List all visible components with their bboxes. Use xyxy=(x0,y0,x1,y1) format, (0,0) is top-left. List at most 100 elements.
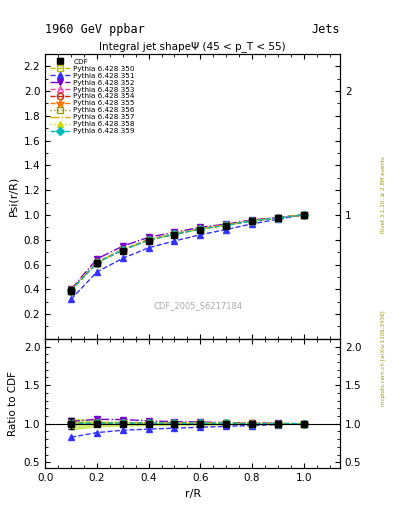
Pythia 6.428 355 xyxy=(198,226,203,232)
Pythia 6.428 358 xyxy=(301,212,306,218)
Text: mcplots.cern.ch [arXiv:1306.3436]: mcplots.cern.ch [arXiv:1306.3436] xyxy=(381,311,386,406)
Text: Jets: Jets xyxy=(311,23,340,36)
Pythia 6.428 355 xyxy=(69,287,73,293)
Pythia 6.428 355 xyxy=(224,222,229,228)
Pythia 6.428 356 xyxy=(120,247,125,253)
Line: Pythia 6.428 353: Pythia 6.428 353 xyxy=(68,212,307,293)
X-axis label: r/R: r/R xyxy=(184,489,201,499)
Pythia 6.428 357 xyxy=(224,222,229,228)
Pythia 6.428 357 xyxy=(172,231,177,238)
Pythia 6.428 351 xyxy=(275,216,280,222)
Pythia 6.428 354 xyxy=(120,247,125,253)
Pythia 6.428 357 xyxy=(275,215,280,221)
Pythia 6.428 358 xyxy=(172,231,177,237)
Pythia 6.428 357 xyxy=(120,247,125,253)
Pythia 6.428 352 xyxy=(198,224,203,230)
Pythia 6.428 358 xyxy=(224,222,229,228)
Pythia 6.428 359 xyxy=(224,222,229,228)
Pythia 6.428 352 xyxy=(224,221,229,227)
Pythia 6.428 351 xyxy=(120,255,125,261)
Pythia 6.428 353 xyxy=(95,259,99,265)
Pythia 6.428 355 xyxy=(120,247,125,253)
Pythia 6.428 353 xyxy=(275,215,280,221)
Pythia 6.428 355 xyxy=(95,259,99,265)
Pythia 6.428 357 xyxy=(95,260,99,266)
Pythia 6.428 350 xyxy=(69,287,73,293)
Pythia 6.428 359 xyxy=(250,218,254,224)
Pythia 6.428 355 xyxy=(250,218,254,224)
Pythia 6.428 358 xyxy=(95,259,99,265)
Pythia 6.428 353 xyxy=(301,212,306,218)
Pythia 6.428 359 xyxy=(198,226,203,232)
Pythia 6.428 354 xyxy=(224,222,229,228)
Pythia 6.428 350 xyxy=(172,231,177,238)
Pythia 6.428 356 xyxy=(301,212,306,218)
Pythia 6.428 354 xyxy=(69,287,73,293)
Pythia 6.428 351 xyxy=(95,269,99,275)
Line: Pythia 6.428 356: Pythia 6.428 356 xyxy=(68,212,307,293)
Pythia 6.428 350 xyxy=(146,237,151,243)
Pythia 6.428 352 xyxy=(301,212,306,218)
Pythia 6.428 356 xyxy=(95,260,99,266)
Pythia 6.428 356 xyxy=(69,287,73,293)
Pythia 6.428 355 xyxy=(172,231,177,237)
Pythia 6.428 359 xyxy=(69,287,73,293)
Pythia 6.428 356 xyxy=(275,215,280,221)
Pythia 6.428 351 xyxy=(198,231,203,238)
Pythia 6.428 353 xyxy=(198,226,203,232)
Pythia 6.428 353 xyxy=(120,247,125,253)
Line: Pythia 6.428 352: Pythia 6.428 352 xyxy=(68,212,307,292)
Pythia 6.428 358 xyxy=(69,287,73,293)
Pythia 6.428 355 xyxy=(275,215,280,221)
Pythia 6.428 354 xyxy=(172,231,177,237)
Pythia 6.428 353 xyxy=(250,218,254,224)
Line: Pythia 6.428 350: Pythia 6.428 350 xyxy=(68,212,307,294)
Pythia 6.428 353 xyxy=(172,231,177,237)
Line: Pythia 6.428 357: Pythia 6.428 357 xyxy=(71,215,304,290)
Pythia 6.428 351 xyxy=(250,221,254,227)
Line: Pythia 6.428 359: Pythia 6.428 359 xyxy=(68,212,307,294)
Line: Pythia 6.428 355: Pythia 6.428 355 xyxy=(67,211,308,294)
Pythia 6.428 358 xyxy=(120,247,125,253)
Pythia 6.428 352 xyxy=(172,229,177,236)
Pythia 6.428 350 xyxy=(198,226,203,232)
Text: CDF_2005_S6217184: CDF_2005_S6217184 xyxy=(154,302,243,310)
Pythia 6.428 357 xyxy=(301,212,306,218)
Pythia 6.428 357 xyxy=(250,218,254,224)
Y-axis label: Psi(r/R): Psi(r/R) xyxy=(8,176,18,217)
Pythia 6.428 359 xyxy=(275,215,280,221)
Pythia 6.428 354 xyxy=(301,212,306,218)
Pythia 6.428 353 xyxy=(69,287,73,293)
Pythia 6.428 351 xyxy=(224,226,229,232)
Line: Pythia 6.428 354: Pythia 6.428 354 xyxy=(68,212,307,293)
Pythia 6.428 359 xyxy=(301,212,306,218)
Pythia 6.428 356 xyxy=(224,222,229,228)
Pythia 6.428 359 xyxy=(172,231,177,238)
Text: Rivet 3.1.10, ≥ 2.8M events: Rivet 3.1.10, ≥ 2.8M events xyxy=(381,156,386,233)
Pythia 6.428 357 xyxy=(198,226,203,232)
Pythia 6.428 350 xyxy=(95,260,99,266)
Line: Pythia 6.428 358: Pythia 6.428 358 xyxy=(68,212,307,293)
Pythia 6.428 354 xyxy=(146,237,151,243)
Pythia 6.428 351 xyxy=(69,296,73,302)
Pythia 6.428 352 xyxy=(69,286,73,292)
Pythia 6.428 359 xyxy=(95,260,99,266)
Y-axis label: Ratio to CDF: Ratio to CDF xyxy=(8,371,18,436)
Pythia 6.428 358 xyxy=(250,218,254,224)
Pythia 6.428 351 xyxy=(172,238,177,244)
Pythia 6.428 357 xyxy=(69,287,73,293)
Pythia 6.428 354 xyxy=(250,218,254,224)
Pythia 6.428 354 xyxy=(95,259,99,265)
Pythia 6.428 356 xyxy=(146,237,151,243)
Pythia 6.428 356 xyxy=(250,218,254,224)
Pythia 6.428 357 xyxy=(146,237,151,243)
Pythia 6.428 352 xyxy=(146,234,151,240)
Pythia 6.428 356 xyxy=(172,231,177,238)
Pythia 6.428 358 xyxy=(198,226,203,232)
Pythia 6.428 351 xyxy=(301,212,306,218)
Pythia 6.428 350 xyxy=(275,215,280,221)
Pythia 6.428 352 xyxy=(120,243,125,249)
Pythia 6.428 355 xyxy=(301,212,306,218)
Pythia 6.428 356 xyxy=(198,226,203,232)
Pythia 6.428 359 xyxy=(146,237,151,243)
